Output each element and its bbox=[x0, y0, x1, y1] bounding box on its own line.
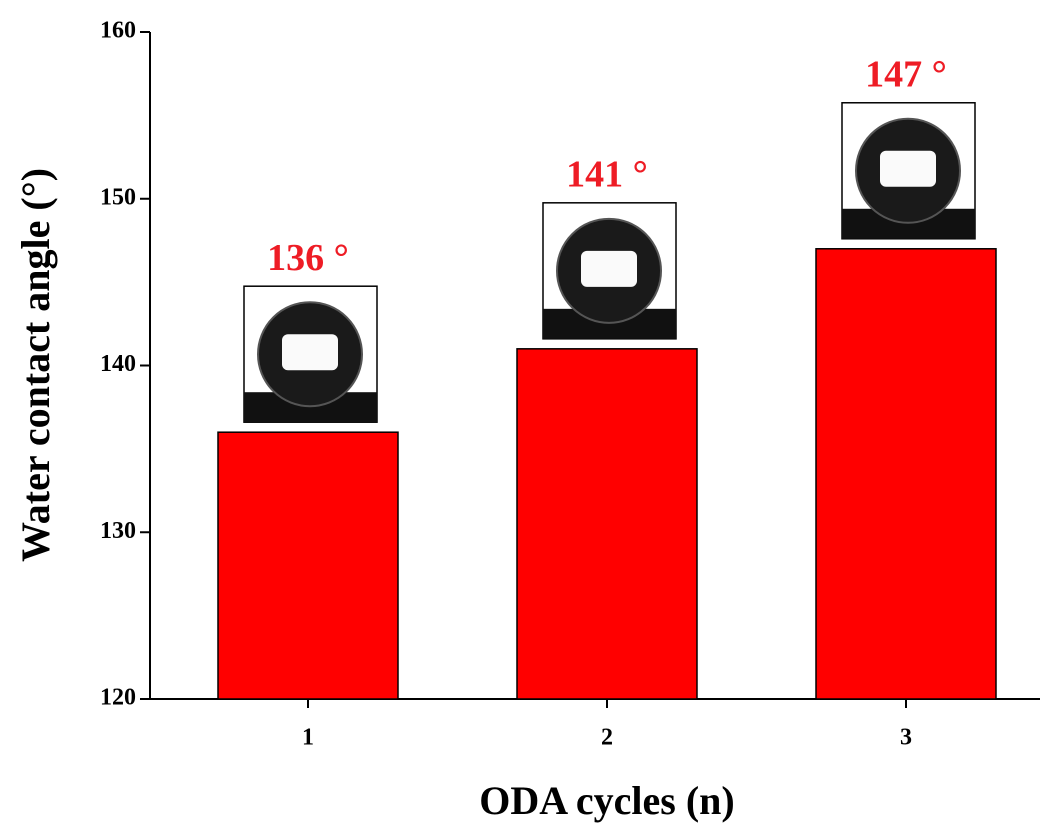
x-tick-label: 2 bbox=[601, 725, 613, 751]
y-tick-label: 140 bbox=[100, 351, 136, 377]
y-axis-label: Water contact angle (°) bbox=[13, 168, 58, 562]
y-tick-label: 150 bbox=[100, 184, 136, 210]
y-tick-label: 120 bbox=[100, 685, 136, 711]
droplet-image bbox=[543, 203, 676, 339]
x-axis-label: ODA cycles (n) bbox=[479, 778, 735, 823]
value-label: 147 ° bbox=[865, 53, 947, 95]
x-tick-label: 3 bbox=[900, 725, 912, 751]
droplet-image bbox=[842, 103, 975, 239]
droplet-image bbox=[244, 286, 377, 422]
y-tick-label: 130 bbox=[100, 518, 136, 544]
bar bbox=[218, 432, 398, 699]
value-label: 141 ° bbox=[566, 154, 648, 196]
chart: ODA cycles (n) Water contact angle (°) 1… bbox=[0, 0, 1044, 832]
value-label: 136 ° bbox=[267, 237, 349, 279]
image-highlight bbox=[880, 151, 936, 187]
image-highlight bbox=[581, 251, 637, 287]
y-tick-label: 160 bbox=[100, 18, 136, 44]
x-tick-label: 1 bbox=[302, 725, 314, 751]
image-highlight bbox=[282, 334, 338, 370]
bar bbox=[816, 249, 996, 699]
bar bbox=[517, 349, 697, 699]
